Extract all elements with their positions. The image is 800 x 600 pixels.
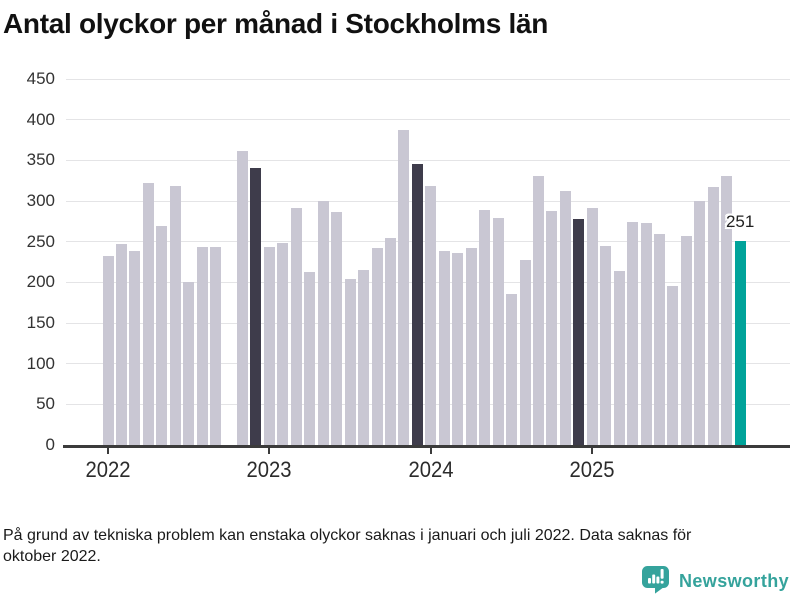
x-axis-line <box>63 445 790 448</box>
x-axis-tick <box>591 448 594 454</box>
gridline <box>66 119 790 121</box>
bar-2023-07 <box>344 279 356 445</box>
bar-value-label: 251 <box>725 211 755 231</box>
bar-2022-12 <box>250 167 262 445</box>
footnote: På grund av tekniska problem kan enstaka… <box>3 525 691 567</box>
bar-2024-03 <box>452 253 464 445</box>
newsworthy-logo-text: Newsworthy <box>679 571 790 591</box>
bar-2024-10 <box>546 210 558 445</box>
bar-2025-08 <box>680 236 692 445</box>
bar-2022-03 <box>129 250 141 445</box>
bar-2022-05 <box>156 226 168 445</box>
y-axis-label: 450 <box>26 69 55 88</box>
x-axis-label-2025: 2025 <box>569 457 615 482</box>
x-axis-label-2023: 2023 <box>246 457 292 482</box>
x-axis-tick <box>429 448 432 454</box>
bar-2024-05 <box>479 209 491 445</box>
x-axis-tick <box>268 448 271 454</box>
bar-2025-03 <box>613 270 625 445</box>
newsworthy-speech-bubble-chart-icon <box>642 566 669 594</box>
bar-2023-11 <box>398 130 410 445</box>
bar-2025-09 <box>694 201 706 445</box>
bar-2023-06 <box>331 211 343 445</box>
gridline <box>66 78 790 80</box>
bar-2022-11 <box>237 150 248 445</box>
bar-2022-06 <box>169 186 181 445</box>
bar-2024-12 <box>573 218 585 445</box>
y-axis-label: 50 <box>36 394 55 414</box>
bar-2025-12 <box>734 240 746 445</box>
bar-2023-01 <box>263 246 275 445</box>
bar-2024-06 <box>492 218 504 445</box>
bar-2025-02 <box>600 245 612 445</box>
footnote-line-2: oktober 2022. <box>3 548 101 565</box>
bar-2022-09 <box>210 247 222 445</box>
bar-2025-01 <box>586 208 598 445</box>
bar-2024-07 <box>506 293 517 445</box>
bar-2025-07 <box>667 286 679 445</box>
bar-2023-09 <box>371 248 383 445</box>
bar-2025-06 <box>653 234 665 445</box>
x-axis-label-2024: 2024 <box>408 457 454 482</box>
bar-2022-02 <box>116 244 127 445</box>
bar-2024-01 <box>425 186 437 445</box>
bar-2023-02 <box>277 243 289 445</box>
bar-2022-07 <box>183 281 195 445</box>
y-axis-label: 200 <box>26 272 55 292</box>
bar-chart: 0 50 100 150 200 250 300 350 400 450 2022 2023 2024 2… <box>26 69 790 482</box>
y-axis-label: 300 <box>26 191 55 210</box>
x-axis-tick <box>107 448 109 454</box>
footnote-line-1: På grund av tekniska problem kan enstaka… <box>3 527 692 544</box>
y-axis-label: 400 <box>26 109 55 129</box>
y-axis-label: 350 <box>26 150 55 170</box>
y-axis-label: 150 <box>26 313 55 332</box>
y-axis-label: 0 <box>45 435 55 454</box>
bar-2024-04 <box>465 248 477 445</box>
bar-2024-02 <box>438 251 450 445</box>
bar-2022-01 <box>102 256 114 445</box>
bar-2023-08 <box>358 270 369 445</box>
bar-2023-04 <box>304 271 316 445</box>
bar-2024-11 <box>559 191 571 445</box>
bar-2023-05 <box>317 201 329 445</box>
y-axis-label: 250 <box>26 231 55 251</box>
bar-2025-04 <box>627 222 638 445</box>
bar-2025-10 <box>707 187 719 445</box>
gridline <box>66 159 790 161</box>
bar-2025-11 <box>721 175 733 445</box>
bar-2023-12 <box>411 163 423 445</box>
bar-2024-08 <box>519 259 531 445</box>
bar-2023-03 <box>290 207 302 445</box>
x-axis-label-2022: 2022 <box>85 457 131 482</box>
chart-title: Antal olyckor per månad i Stockholms län <box>3 8 549 39</box>
bar-2022-04 <box>142 183 154 445</box>
bar-2022-08 <box>196 246 208 445</box>
bar-2023-10 <box>384 237 396 445</box>
bar-2025-05 <box>640 223 652 445</box>
bar-2024-09 <box>532 175 544 445</box>
y-axis-label: 100 <box>26 353 55 373</box>
newsworthy-logo: Newsworthy <box>642 566 789 598</box>
